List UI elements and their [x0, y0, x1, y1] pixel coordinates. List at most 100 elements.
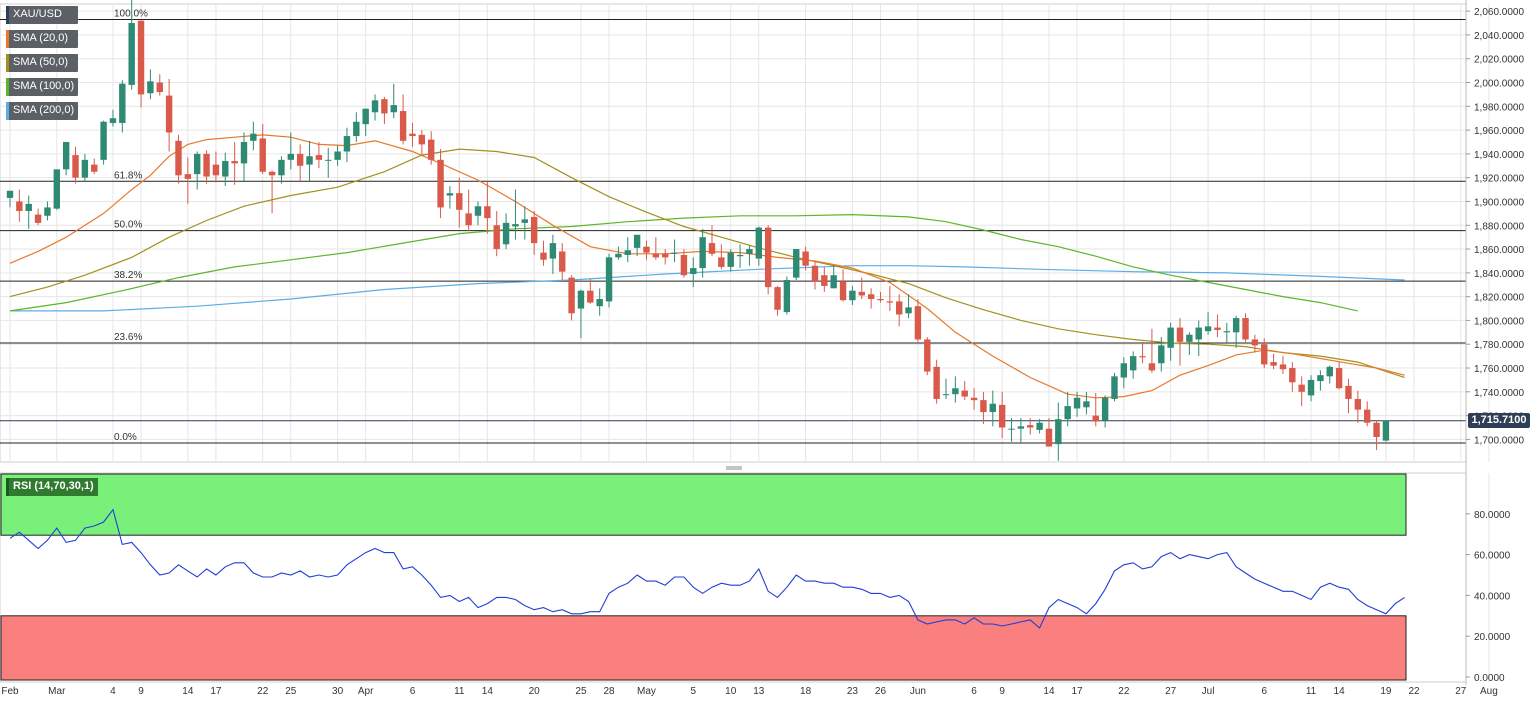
- candle-body: [615, 253, 622, 258]
- candle-body: [268, 171, 276, 176]
- candle-body: [886, 301, 894, 303]
- rsi-oversold-zone: [0, 615, 1407, 681]
- legend-sma20[interactable]: SMA (20,0): [6, 30, 79, 48]
- candle-body: [933, 366, 940, 399]
- x-tick-label: 4: [110, 686, 116, 697]
- legend-sma100[interactable]: SMA (100,0): [6, 78, 79, 96]
- candle-body: [793, 249, 800, 278]
- candle-body: [662, 253, 669, 258]
- candle-body: [493, 225, 500, 250]
- fib-level-label: 61.8%: [114, 170, 142, 181]
- price-y-tick-label: 1,820.0000: [1474, 293, 1524, 304]
- candle-body: [128, 23, 135, 85]
- price-y-tick-label: 1,940.0000: [1474, 150, 1524, 161]
- rsi-panel: [0, 472, 1467, 683]
- fib-level-label: 50.0%: [114, 220, 142, 231]
- x-tick-label: 14: [1043, 686, 1055, 697]
- price-y-tick-label: 1,880.0000: [1474, 221, 1524, 232]
- x-tick-label: 28: [603, 686, 615, 697]
- candle-body: [605, 257, 613, 302]
- candle-body: [278, 159, 285, 176]
- candle-body: [1111, 376, 1118, 399]
- candle-body: [727, 252, 734, 267]
- candle-body: [1373, 422, 1380, 438]
- x-tick-label: 5: [690, 686, 696, 697]
- x-tick-label: 14: [482, 686, 494, 697]
- candle-body: [1092, 415, 1099, 422]
- candle-body: [1055, 419, 1062, 445]
- legend-sma200[interactable]: SMA (200,0): [6, 102, 79, 120]
- candle-body: [250, 133, 257, 141]
- candle-body: [428, 139, 435, 160]
- x-tick-label: Feb: [1, 686, 19, 697]
- candle-body: [1045, 428, 1053, 447]
- rsi-y-tick-label: 80.0000: [1474, 510, 1511, 521]
- rsi-y-tick-label: 20.0000: [1474, 632, 1511, 643]
- symbol-label: XAU/USD: [13, 8, 62, 20]
- panel-splitter[interactable]: [724, 465, 744, 471]
- candle-body: [1214, 327, 1221, 330]
- fib-level-label: 38.2%: [114, 270, 142, 281]
- candle-body: [1251, 339, 1259, 346]
- candle-body: [1186, 334, 1193, 342]
- candle-body: [81, 159, 89, 178]
- x-tick-label: 10: [725, 686, 737, 697]
- x-tick-label: 14: [182, 686, 194, 697]
- candle-body: [119, 83, 126, 123]
- candle-body: [418, 134, 426, 145]
- candle-body: [718, 257, 725, 267]
- candle-body: [811, 265, 819, 282]
- x-tick-label: Aug: [1480, 686, 1498, 697]
- legend-symbol[interactable]: XAU/USD: [6, 6, 79, 24]
- candle-body: [1261, 344, 1268, 365]
- candle-body: [1120, 363, 1128, 378]
- candle-body: [1167, 327, 1174, 348]
- candle-body: [952, 388, 959, 395]
- rsi-y-tick-label: 0.0000: [1474, 673, 1505, 684]
- candle-body: [353, 121, 360, 137]
- candle-body: [109, 118, 117, 123]
- candle-body: [72, 155, 79, 178]
- candle-body: [1317, 375, 1324, 382]
- candle-body: [25, 203, 32, 211]
- candle-body: [165, 95, 173, 133]
- candle-body: [390, 105, 397, 113]
- sma100-line: [9, 213, 1358, 312]
- candle-body: [325, 159, 332, 161]
- candle-body: [970, 397, 978, 401]
- candle-body: [502, 222, 510, 245]
- x-tick-label: 20: [529, 686, 541, 697]
- candle-body: [147, 81, 154, 94]
- candle-body: [699, 237, 706, 269]
- candle-body: [896, 301, 903, 315]
- candle-body: [746, 249, 753, 254]
- candle-body: [222, 161, 229, 177]
- price-y-tick-label: 1,980.0000: [1474, 102, 1524, 113]
- candle-body: [259, 138, 266, 172]
- chart-legend: XAU/USD SMA (20,0) SMA (50,0) SMA (100,0…: [6, 6, 79, 120]
- sma50-label: SMA (50,0): [13, 56, 69, 68]
- candle-body: [6, 190, 14, 198]
- sma200-label: SMA (200,0): [13, 104, 75, 116]
- candle-body: [577, 290, 585, 309]
- candle-body: [62, 141, 70, 170]
- candle-body: [231, 161, 238, 164]
- price-y-tick-label: 2,020.0000: [1474, 55, 1524, 66]
- x-tick-label: 6: [1261, 686, 1267, 697]
- fib-level-label: 100.0%: [114, 8, 148, 19]
- price-y-tick-label: 1,780.0000: [1474, 340, 1524, 351]
- candle-body: [1354, 398, 1362, 410]
- candle-body: [203, 153, 210, 177]
- candle-body: [867, 294, 875, 300]
- candle-body: [343, 136, 351, 152]
- candle-body: [624, 250, 631, 256]
- candle-body: [1382, 420, 1390, 441]
- candle-body: [1195, 327, 1202, 340]
- price-y-tick-label: 1,800.0000: [1474, 316, 1524, 327]
- x-tick-label: 18: [800, 686, 812, 697]
- candle-body: [802, 251, 809, 266]
- legend-sma50[interactable]: SMA (50,0): [6, 54, 79, 72]
- candle-body: [1139, 356, 1146, 358]
- legend-rsi[interactable]: RSI (14,70,30,1): [6, 478, 98, 496]
